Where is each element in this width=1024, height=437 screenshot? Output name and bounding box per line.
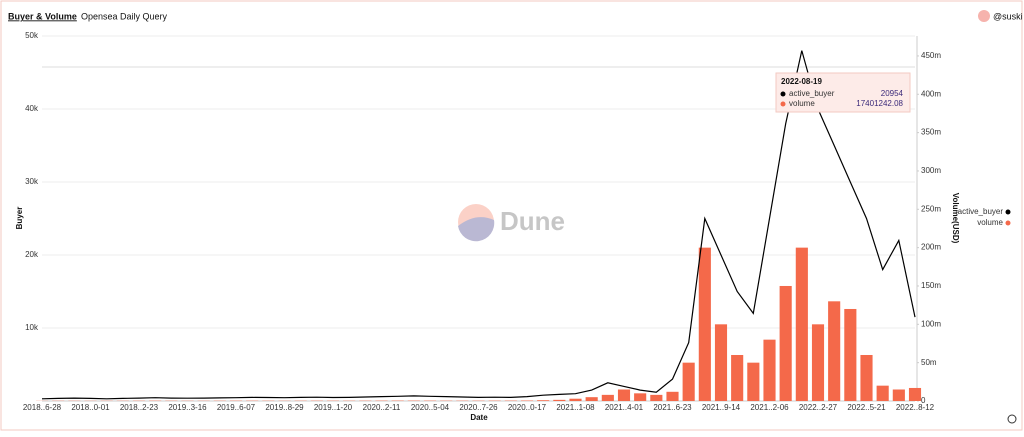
chart-title[interactable]: Buyer & Volume (8, 11, 77, 21)
x-tick-label: 2018..6-28 (23, 403, 62, 412)
y2-tick-label: 200m (921, 243, 941, 252)
tooltip-swatch (781, 102, 786, 107)
legend-swatch (1006, 210, 1011, 215)
tooltip-name: volume (789, 99, 815, 108)
bar (909, 388, 921, 401)
legend-swatch (1006, 221, 1011, 226)
bar (828, 301, 840, 401)
tooltip-date: 2022-08-19 (781, 77, 822, 86)
x-tick-label: 2019..8-29 (265, 403, 304, 412)
x-tick-label: 2019..1-20 (314, 403, 353, 412)
bar (844, 309, 856, 401)
bar (586, 397, 598, 401)
x-tick-label: 2020..2-11 (363, 403, 401, 412)
tooltip: 2022-08-19 active_buyer 20954 volume 1740124… (776, 73, 910, 112)
y-tick-label: 20k (25, 250, 39, 259)
x-tick-label: 2021..6-23 (653, 403, 692, 412)
watermark: Dune (458, 204, 565, 241)
y-tick-label: 10k (25, 323, 39, 332)
x-tick-label: 2020..5-04 (411, 403, 450, 412)
bar (715, 324, 727, 401)
bar (553, 400, 565, 401)
y2-tick-label: 450m (921, 51, 941, 60)
bar (683, 363, 695, 401)
x-tick-label: 2022..2-27 (799, 403, 838, 412)
y-tick-label: 30k (25, 177, 39, 186)
y2-tick-label: 300m (921, 166, 941, 175)
author[interactable]: @suski (993, 11, 1023, 21)
bar (747, 363, 759, 401)
y2-tick-label: 150m (921, 281, 941, 290)
x-tick-label: 2018..0-01 (71, 403, 110, 412)
bar (812, 324, 824, 401)
y2-tick-label: 400m (921, 89, 941, 98)
tooltip-value: 20954 (881, 89, 904, 98)
bar (796, 248, 808, 401)
x-axis-title: Date (470, 413, 488, 422)
x-tick-label: 2019..6-07 (217, 403, 256, 412)
x-tick-label: 2021..9-14 (702, 403, 741, 412)
watermark-text: Dune (500, 206, 565, 236)
bar (763, 340, 775, 401)
x-tick-label: 2019..3-16 (168, 403, 207, 412)
avatar (978, 10, 990, 22)
bar (537, 400, 549, 401)
legend-label[interactable]: active_buyer (958, 207, 1004, 216)
y2-tick-label: 350m (921, 128, 941, 137)
bar (780, 286, 792, 401)
bar (893, 389, 905, 401)
tooltip-value: 17401242.08 (856, 99, 903, 108)
chart-subtitle: Opensea Daily Query (81, 11, 168, 21)
x-tick-label: 2021..4-01 (605, 403, 644, 412)
bar (666, 392, 678, 401)
bar (634, 393, 646, 401)
bar (602, 395, 614, 401)
bar (699, 248, 711, 401)
bar (618, 389, 630, 401)
x-tick-label: 2021..2-06 (750, 403, 789, 412)
y2-tick-label: 100m (921, 319, 941, 328)
y-tick-label: 40k (25, 104, 39, 113)
y2-tick-label: 250m (921, 204, 941, 213)
bar (569, 399, 581, 401)
x-tick-label: 2020..7-26 (459, 403, 498, 412)
x-tick-label: 2022..8-12 (896, 403, 935, 412)
bar (650, 395, 662, 401)
y2-tick-label: 50m (921, 358, 937, 367)
x-tick-label: 2018..2-23 (120, 403, 159, 412)
legend-label[interactable]: volume (977, 218, 1003, 227)
x-tick-label: 2020..0-17 (508, 403, 547, 412)
bar (860, 355, 872, 401)
y-axis-title: Buyer (15, 207, 24, 230)
bar (877, 386, 889, 401)
y2-axis-title: Volume(USD) (951, 193, 960, 244)
tooltip-swatch (781, 92, 786, 97)
bar (731, 355, 743, 401)
x-tick-label: 2022..5-21 (847, 403, 886, 412)
tooltip-name: active_buyer (789, 89, 835, 98)
y-tick-label: 50k (25, 31, 39, 40)
x-tick-label: 2021..1-08 (556, 403, 595, 412)
